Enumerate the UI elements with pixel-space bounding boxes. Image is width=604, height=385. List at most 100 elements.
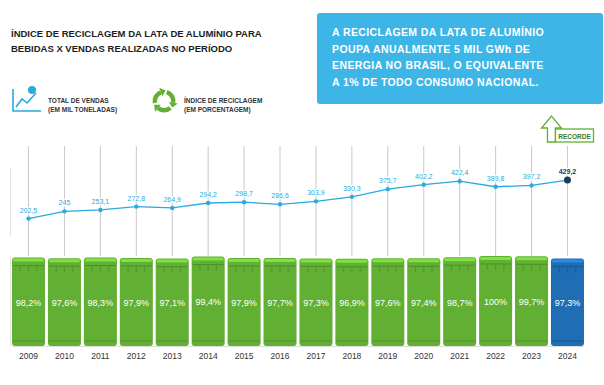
- bar: [515, 256, 548, 346]
- x-tick-label: 2019: [378, 351, 397, 361]
- can-rib: [432, 266, 433, 272]
- y-axis: [10, 257, 11, 347]
- x-tick-label: 2009: [19, 351, 38, 361]
- x-axis-line: [13, 346, 585, 347]
- can-rim: [408, 259, 439, 262]
- can-seam: [552, 341, 583, 342]
- bar: [479, 256, 512, 346]
- x-tick: 2011: [91, 346, 110, 361]
- can-rib: [72, 266, 73, 272]
- x-tick: 2017: [307, 346, 326, 361]
- data-label: 294,2: [199, 191, 217, 198]
- legend: ÍNDICE DE RECICLAGEM (EM PORCENTAGEM): [152, 88, 262, 114]
- legend: TOTAL DE VENDAS(EM MIL TONELADAS): [13, 86, 117, 114]
- x-tick-label: 2015: [235, 351, 254, 361]
- point: [134, 204, 138, 208]
- can-rib: [387, 266, 388, 272]
- record-label: RECORDE: [558, 133, 591, 140]
- data-label: 97,9%: [231, 298, 257, 308]
- grid-line: [28, 146, 29, 256]
- legend-icon-arrowhead: [169, 102, 178, 108]
- can-rib: [180, 267, 181, 273]
- x-tick: 2018: [342, 346, 361, 361]
- legend-icon-line: [16, 93, 36, 107]
- point: [350, 195, 354, 199]
- data-label: 303,9: [307, 189, 325, 196]
- can-rib: [539, 264, 540, 270]
- can-rib: [495, 264, 496, 270]
- data-label: 97,3%: [555, 298, 581, 308]
- can-seam: [480, 341, 511, 342]
- data-label: 389,8: [487, 175, 505, 182]
- grid-line: [459, 146, 460, 256]
- bar: [299, 258, 332, 346]
- bar: [84, 258, 117, 346]
- legend-label-line: ÍNDICE DE RECICLAGEM: [184, 96, 262, 104]
- can-rib: [208, 265, 209, 271]
- data-label: 375,7: [379, 177, 397, 184]
- x-tick-label: 2017: [307, 351, 326, 361]
- can: [443, 257, 476, 346]
- can-seam: [193, 341, 224, 342]
- point: [529, 183, 533, 187]
- bar: [156, 259, 189, 346]
- data-label: 286,6: [271, 192, 289, 199]
- chart-svg: ÍNDICE DE RECICLAGEM DA LATA DE ALUMÍNIO…: [0, 0, 604, 385]
- data-label: 99,7%: [519, 297, 545, 307]
- x-tick-label: 2018: [342, 351, 361, 361]
- background: [0, 0, 604, 385]
- point: [98, 208, 102, 212]
- data-label: 99,4%: [195, 297, 221, 307]
- can-rib: [360, 267, 361, 273]
- can-rib: [64, 266, 65, 272]
- point: [206, 201, 210, 205]
- bar: [407, 258, 440, 346]
- data-label: 98,3%: [88, 298, 114, 308]
- can-rim: [300, 259, 331, 262]
- can-rib: [199, 265, 200, 271]
- can-rib: [136, 266, 137, 272]
- bar: [264, 258, 297, 346]
- point: [564, 177, 571, 184]
- legend-icon: [13, 86, 41, 111]
- bar-labels: 98,2%97,6%98,3%97,9%97,1%99,4%97,9%97,7%…: [16, 297, 580, 308]
- can-seam: [336, 341, 367, 342]
- x-tick: 2010: [55, 346, 74, 361]
- can-seam: [265, 341, 296, 342]
- callout-text: ENERGIA NO BRASIL, O EQUIVALENTE: [332, 59, 544, 71]
- legend-label-line: TOTAL DE VENDAS: [48, 97, 109, 104]
- can-rib: [280, 266, 281, 272]
- point: [26, 216, 30, 220]
- point: [457, 179, 461, 183]
- title: BEBIDAS X VENDAS REALIZADAS NO PERÍODO: [11, 43, 232, 54]
- can: [551, 258, 584, 346]
- can-rib: [415, 266, 416, 272]
- can-rib: [343, 267, 344, 273]
- x-tick: 2016: [271, 346, 290, 361]
- callout: A RECICLAGEM DA LATA DE ALUMÍNIOPOUPA AN…: [317, 13, 603, 104]
- data-label: 97,9%: [124, 298, 150, 308]
- x-tick: 2020: [414, 346, 433, 361]
- can-rib: [235, 266, 236, 272]
- can-rib: [451, 265, 452, 271]
- can-rim: [372, 259, 403, 262]
- can: [515, 256, 548, 346]
- x-tick: 2024: [558, 346, 577, 361]
- grid-line: [280, 146, 281, 256]
- can-rib: [467, 265, 468, 271]
- can-rim: [516, 257, 547, 260]
- can-seam: [229, 341, 260, 342]
- data-label: 97,6%: [52, 298, 78, 308]
- can-rib: [396, 266, 397, 272]
- can-rib: [252, 266, 253, 272]
- data-label: 97,1%: [159, 298, 185, 308]
- x-tick: 2022: [486, 346, 505, 361]
- x-tick: 2019: [378, 346, 397, 361]
- can-seam: [157, 341, 188, 342]
- can: [120, 258, 153, 346]
- can-rib: [379, 266, 380, 272]
- data-label: 298,7: [235, 190, 253, 197]
- legend-label-line: (EM PORCENTAGEM): [184, 106, 251, 114]
- can-rim: [85, 259, 116, 262]
- point: [493, 185, 497, 189]
